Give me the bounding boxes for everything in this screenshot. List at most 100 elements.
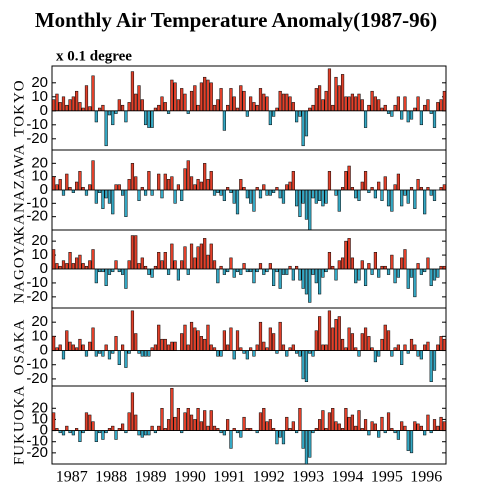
bar [166,344,171,351]
bar [347,165,351,191]
y-axis-label: TOKYO [11,79,27,136]
bar [134,414,138,431]
bar [61,96,66,112]
bar [314,189,318,204]
bar [298,110,302,117]
bar [406,350,410,354]
bar [189,321,194,351]
bar [52,99,56,112]
bar [160,408,164,431]
chart-subtitle: x 0.1 degree [56,48,132,64]
bar [189,90,194,112]
bar [354,268,358,284]
bar [232,268,236,278]
bar [308,189,312,231]
panel-frame [51,307,447,387]
bar [71,344,75,351]
bar [354,96,358,112]
y-tick-label: 0 [40,102,48,119]
bar [291,171,295,191]
bar [170,341,174,351]
bar [423,344,427,351]
bar [206,79,210,112]
bar [265,189,269,196]
bar [183,168,187,191]
bar [265,421,269,431]
bar [183,246,187,270]
bar [380,338,384,351]
bar [193,327,197,351]
bar [235,330,240,351]
bar [432,110,437,128]
bar [295,110,299,123]
bar [295,350,299,354]
bar [403,249,407,270]
bar [370,347,374,351]
bar [134,333,138,351]
bar [183,412,187,431]
bar [61,350,66,360]
bar [107,189,112,204]
bar [275,268,279,273]
bar [226,344,230,351]
bar [262,341,266,351]
bar [295,265,299,270]
bar [222,330,226,351]
bar [311,268,315,275]
y-tick-label: -20 [26,130,48,147]
bar [301,430,305,449]
bar [344,240,348,270]
bar [288,265,292,270]
bar [416,263,420,270]
bar [308,430,312,458]
bar [242,263,246,270]
bar [199,243,203,270]
bar [104,189,108,199]
bar [127,102,131,112]
bar [423,430,427,436]
bar [318,189,322,201]
bar [249,268,253,273]
bar [288,96,292,112]
bar [176,184,180,191]
bar [429,350,433,382]
bar [180,88,184,112]
bar [130,71,135,112]
bar [52,412,56,431]
bar [65,104,69,112]
bar [363,171,368,191]
bar [268,419,272,431]
bar [298,189,302,217]
bar [311,104,315,112]
y-tick-label: 0 [40,260,48,277]
bar [400,110,404,120]
bar [432,419,437,431]
bar [101,104,105,112]
bar [55,93,59,112]
bar [400,189,404,207]
bar [127,179,131,191]
bar [278,189,282,199]
bar [380,189,384,201]
bar [196,408,200,431]
bar [370,421,374,431]
bar [377,99,381,112]
bar [121,423,125,431]
bar [229,257,233,270]
bar [291,268,295,281]
bar [334,268,338,281]
bar [324,90,328,112]
bar [373,189,378,199]
bar [255,268,259,273]
x-tick-label: 1995 [371,469,403,486]
bar [409,430,414,454]
x-tick-label: 1993 [292,469,324,486]
bar [416,423,420,431]
y-tick-label: 10 [31,410,48,427]
bar [423,268,427,273]
bar [265,96,269,112]
bar [121,189,125,196]
bar [107,268,112,275]
bar [416,96,420,112]
bar [71,430,75,436]
